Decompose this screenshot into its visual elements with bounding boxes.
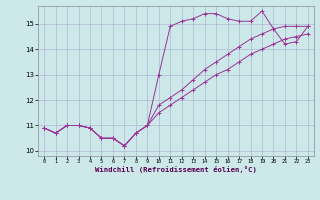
X-axis label: Windchill (Refroidissement éolien,°C): Windchill (Refroidissement éolien,°C)	[95, 166, 257, 173]
